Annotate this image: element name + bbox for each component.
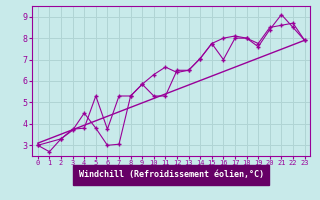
X-axis label: Windchill (Refroidissement éolien,°C): Windchill (Refroidissement éolien,°C) [79, 170, 264, 179]
